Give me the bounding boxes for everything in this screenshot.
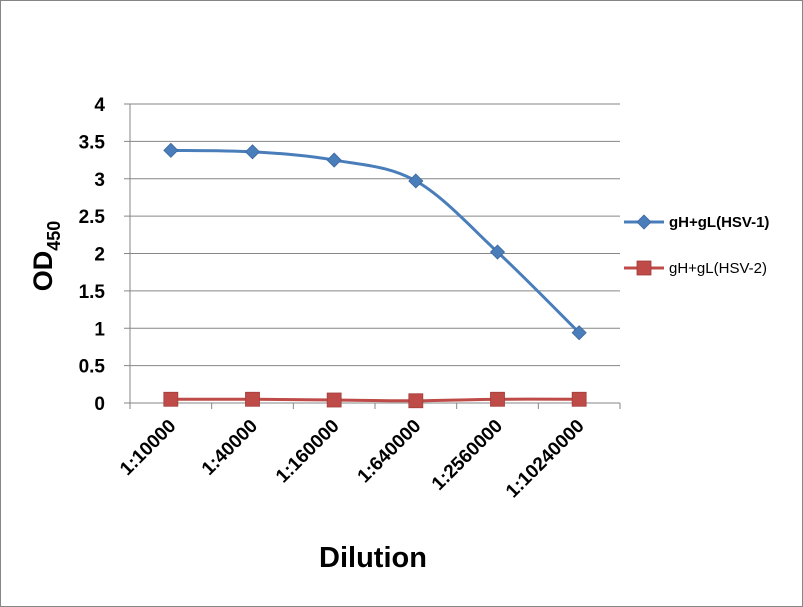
data-point	[571, 325, 587, 341]
x-tick-labels: 1:10000 1:40000 1:160000 1:640000 1:25600001…	[116, 416, 588, 503]
x-tick-label: 1:10240000	[502, 416, 589, 503]
y-tick-label: 2	[94, 245, 105, 266]
data-point	[244, 144, 261, 160]
legend-square-marker	[636, 260, 652, 276]
x-tick-label: 1:640000	[354, 416, 426, 488]
x-tick-label: 1:40000	[198, 416, 262, 480]
legend-label: gH+gL(HSV-2)	[669, 260, 767, 277]
data-point	[571, 391, 587, 407]
y-tick-label: 0.5	[79, 357, 106, 378]
y-tick-label: 3	[94, 170, 105, 191]
y-tick-labels: 0 0.5 1 1.5 2 2.5 3 3.5 4	[79, 95, 106, 415]
data-point	[489, 244, 506, 260]
legend-diamond-marker	[636, 214, 652, 230]
y-axis-title-subscript: 450	[44, 221, 64, 251]
axes	[124, 103, 621, 409]
x-tick-label: 1:10000	[116, 416, 180, 480]
legend-item: gH+gL(HSV-2)	[624, 260, 767, 277]
x-tick-label: 1:2560000	[428, 416, 507, 495]
data-point	[408, 393, 424, 409]
data-point	[163, 142, 179, 158]
data-point	[490, 391, 505, 407]
y-axis-title: OD450	[28, 221, 64, 292]
series-line	[170, 397, 580, 403]
series-line	[170, 148, 581, 334]
data-point	[163, 391, 179, 407]
data-point	[326, 392, 342, 408]
legend-label: gH+gL(HSV-1)	[669, 214, 769, 231]
data-point	[245, 391, 260, 407]
x-tick-label: 1:160000	[272, 416, 344, 488]
x-axis-title: Dilution	[319, 542, 427, 574]
y-axis-title-main: OD	[28, 251, 58, 292]
grid-lines	[130, 103, 620, 367]
series	[163, 142, 587, 409]
y-tick-label: 4	[94, 95, 105, 116]
series-1	[163, 142, 587, 341]
y-tick-label: 1.5	[79, 282, 106, 303]
series-2	[163, 391, 587, 409]
y-tick-label: 0	[94, 394, 105, 415]
data-point	[408, 173, 424, 189]
legend: gH+gL(HSV-1) gH+gL(HSV-2)	[624, 214, 769, 277]
y-tick-label: 2.5	[79, 207, 106, 228]
y-tick-label: 1	[94, 319, 105, 340]
legend-item: gH+gL(HSV-1)	[624, 214, 769, 231]
data-point	[326, 152, 342, 168]
y-tick-label: 3.5	[79, 132, 106, 153]
